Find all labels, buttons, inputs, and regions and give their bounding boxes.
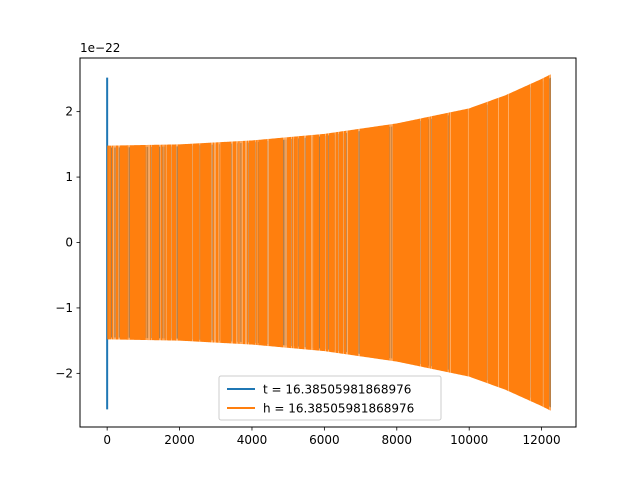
x-tick-label: 12000 — [523, 433, 561, 447]
x-tick-label: 10000 — [450, 433, 488, 447]
x-tick-label: 2000 — [164, 433, 195, 447]
y-tick-label: −2 — [55, 366, 73, 380]
legend-label-h: h = 16.38505981868976 — [263, 402, 414, 416]
axis-ticks: 0 2000 4000 6000 8000 10000 12000 −2 −1 0 1 2 — [55, 105, 560, 447]
legend: t = 16.38505981868976 h = 16.38505981868… — [218, 375, 442, 421]
series-h-line — [107, 74, 551, 411]
legend-box — [218, 375, 442, 421]
x-tick-label: 0 — [103, 433, 111, 447]
x-tick-label: 8000 — [382, 433, 413, 447]
x-tick-label: 4000 — [237, 433, 268, 447]
y-offset-label: 1e−22 — [80, 41, 120, 55]
x-tick-label: 6000 — [309, 433, 340, 447]
y-tick-label: 0 — [65, 236, 73, 250]
y-tick-label: −1 — [55, 301, 73, 315]
y-tick-label: 2 — [65, 105, 73, 119]
plot-area — [106, 74, 551, 411]
y-tick-label: 1 — [65, 170, 73, 184]
legend-label-t: t = 16.38505981868976 — [263, 383, 411, 397]
